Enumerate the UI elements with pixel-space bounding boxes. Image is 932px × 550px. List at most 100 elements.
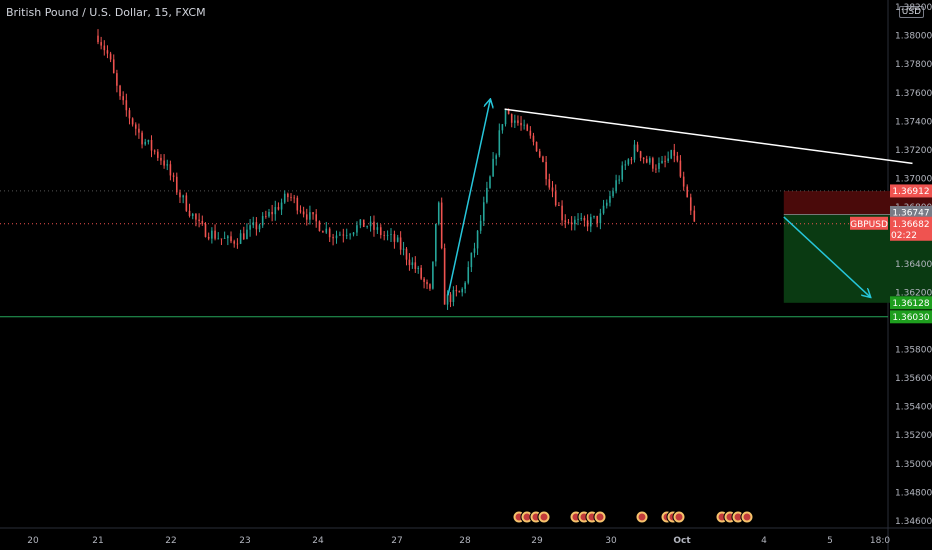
candle-body [255, 222, 258, 230]
candle-body [408, 259, 411, 266]
event-icon-flag [540, 513, 548, 521]
candle-body [182, 195, 184, 198]
economic-event-icon[interactable] [635, 510, 649, 524]
candle-body [514, 120, 516, 123]
x-tick-label: 21 [92, 536, 103, 546]
candle-body [423, 278, 425, 282]
economic-event-icon[interactable] [537, 510, 551, 524]
candle-body [535, 141, 538, 152]
candle-body [417, 267, 420, 269]
candle-body [495, 155, 497, 159]
candle-body [567, 222, 570, 224]
candle-body [435, 223, 437, 262]
last-price-box [890, 216, 932, 241]
candle-body [352, 232, 355, 235]
candle-body [379, 227, 382, 236]
trendline[interactable] [504, 108, 913, 165]
candle-body [479, 220, 482, 231]
candle-body [636, 144, 639, 152]
arrow-drawing[interactable] [447, 100, 490, 296]
candle-body [507, 110, 510, 115]
candle-body [520, 122, 522, 126]
x-tick-label: 30 [605, 536, 617, 546]
candle-body [686, 186, 689, 198]
candle-body [166, 164, 169, 166]
candle-body [664, 160, 666, 162]
candle-body [682, 176, 685, 187]
candle-body [144, 141, 147, 145]
candle-body [116, 73, 118, 86]
symbol-tag: GBPUSD [850, 220, 888, 230]
candle-body [356, 225, 358, 233]
candle-body [103, 45, 106, 51]
y-tick-label: 1.35400 [895, 403, 932, 413]
candle-body [376, 227, 379, 230]
candle-body [109, 53, 112, 60]
x-tick-label: 18:0 [870, 536, 890, 546]
candle-body [141, 132, 143, 145]
candle-body [476, 230, 479, 249]
candle-body [589, 217, 592, 227]
candle-body [393, 234, 396, 242]
candle-body [605, 202, 608, 206]
candle-body [429, 284, 431, 289]
y-tick-label: 1.36400 [895, 260, 932, 270]
candle-body [128, 110, 131, 119]
candle-body [461, 288, 464, 293]
economic-event-icon[interactable] [672, 510, 686, 524]
economic-event-icon[interactable] [740, 510, 754, 524]
candle-body [501, 124, 504, 131]
price-label-value: 1.36747 [892, 208, 929, 218]
candle-body [386, 234, 389, 236]
candle-body [652, 158, 654, 169]
candle-body [246, 229, 248, 240]
y-tick-label: 1.37600 [895, 89, 932, 99]
y-tick-label: 1.34800 [895, 488, 932, 498]
candle-body [612, 191, 614, 197]
x-tick-label: 23 [239, 536, 250, 546]
candle-body [315, 214, 318, 222]
candle-body [458, 291, 461, 293]
candle-body [655, 168, 657, 170]
candle-body [615, 180, 617, 192]
candle-body [122, 96, 124, 101]
candle-body [609, 196, 611, 203]
candle-body [676, 155, 679, 161]
economic-event-icon[interactable] [593, 510, 607, 524]
candle-body [325, 228, 328, 233]
price-label-value: 1.36128 [892, 299, 929, 309]
candle-body [185, 195, 188, 211]
candle-body [693, 210, 696, 222]
price-axis-unit[interactable]: USD [898, 6, 924, 18]
last-price-value: 1.36682 [892, 220, 929, 230]
candle-body [271, 211, 273, 215]
candle-body [558, 205, 560, 206]
candle-body [335, 235, 338, 239]
candle-body [258, 225, 261, 230]
candle-body [349, 234, 351, 236]
symbol-tag-box [850, 216, 888, 230]
candle-body [583, 217, 586, 221]
candle-body [402, 248, 405, 250]
price-label-box [890, 205, 932, 219]
y-tick-label: 1.35800 [895, 346, 932, 356]
candle-body [449, 294, 452, 302]
price-label-stop: 1.36912 [890, 184, 932, 198]
candle-body [639, 151, 642, 158]
event-icon-flag [734, 513, 742, 521]
event-icon-flag [523, 513, 531, 521]
candle-body [542, 156, 544, 162]
candle-body [440, 202, 443, 249]
arrow-drawing[interactable] [783, 216, 870, 297]
candle-body [673, 150, 676, 156]
economic-event-icon[interactable] [731, 510, 745, 524]
candle-body [106, 50, 109, 54]
candle-body [396, 237, 399, 242]
candle-body [150, 140, 153, 151]
price-label-level: 1.36030 [890, 310, 932, 324]
candle-body [153, 150, 156, 152]
candle-body [242, 233, 245, 240]
candle-body [318, 221, 321, 232]
